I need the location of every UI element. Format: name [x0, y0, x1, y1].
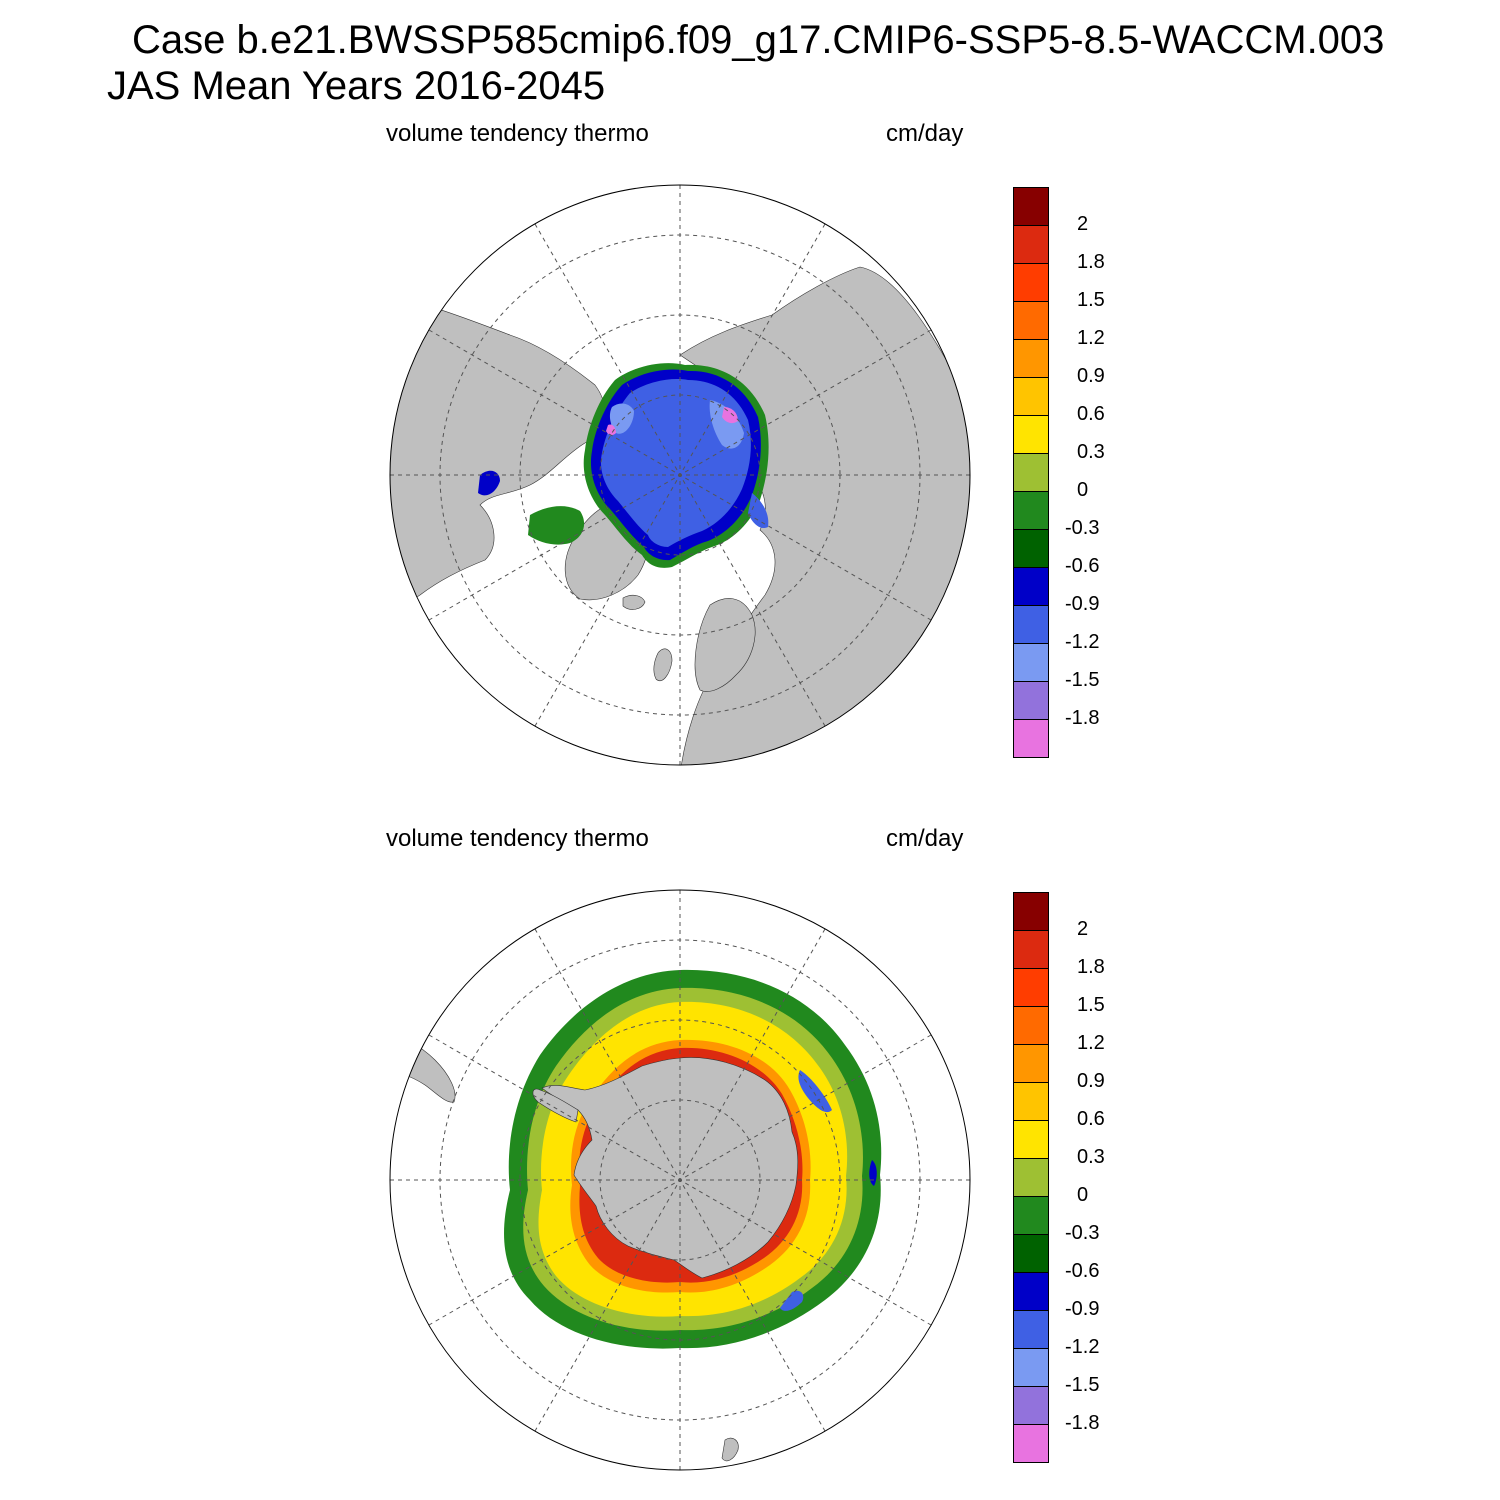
south-variable-label: volume tendency thermo [386, 825, 649, 852]
north-colorbar-swatch-0 [1013, 187, 1049, 226]
arctic-land [390, 266, 970, 765]
south-colorbar-tick-label: 2 [1077, 918, 1089, 940]
north-colorbar-tick-label: 1.8 [1077, 251, 1105, 273]
arctic-map-border [389, 184, 971, 766]
north-colorbar-swatch-2 [1013, 263, 1049, 302]
north-colorbar-swatch-10 [1013, 567, 1049, 606]
north-colorbar-swatch-6 [1013, 415, 1049, 454]
north-variable-label: volume tendency thermo [386, 120, 649, 147]
south-colorbar-swatch-13 [1013, 1386, 1049, 1425]
land-scandinavia [694, 598, 756, 692]
arctic-light-blue-patch [709, 400, 744, 449]
land-antarctica [541, 1057, 799, 1279]
north-colorbar-tick-label: -0.9 [1065, 593, 1100, 615]
antarctic-polar-map [389, 889, 971, 1471]
south-colorbar-tick-label: 0 [1077, 1184, 1089, 1206]
land-iceland [622, 594, 646, 610]
south-colorbar-swatch-0 [1013, 892, 1049, 931]
north-colorbar-tick-label: -1.2 [1065, 631, 1100, 653]
south-colorbar-swatch-9 [1013, 1234, 1049, 1273]
arctic-pink-spot [722, 407, 738, 424]
north-colorbar-swatch-9 [1013, 529, 1049, 568]
south-units-label: cm/day [886, 825, 964, 852]
south-colorbar-swatch-3 [1013, 1006, 1049, 1045]
north-colorbar-tick-label: -1.8 [1065, 707, 1100, 729]
land-antarctic-peninsula [532, 1088, 579, 1123]
south-colorbar-swatch-14 [1013, 1424, 1049, 1463]
hudson-ribbon-blue [478, 470, 500, 496]
south-colorbar-tick-label: 0.6 [1077, 1108, 1105, 1130]
blue-patch-south [780, 1290, 804, 1311]
north-colorbar-tick-label: -0.6 [1065, 555, 1100, 577]
north-units-label: cm/day [886, 120, 964, 147]
south-colorbar-tick-label: 0.9 [1077, 1070, 1105, 1092]
north-colorbar-swatch-13 [1013, 681, 1049, 720]
land-british-isles [653, 648, 673, 681]
south-colorbar-tick-label: -0.3 [1065, 1222, 1100, 1244]
south-colorbar-tick-label: 1.8 [1077, 956, 1105, 978]
north-colorbar-swatch-8 [1013, 491, 1049, 530]
north-colorbar-swatch-5 [1013, 377, 1049, 416]
north-colorbar-tick-label: -0.3 [1065, 517, 1100, 539]
north-colorbar-tick-label: -1.5 [1065, 669, 1100, 691]
south-colorbar-swatch-8 [1013, 1196, 1049, 1235]
south-colorbar-tick-label: 0.3 [1077, 1146, 1105, 1168]
south-colorbar-tick-label: 1.5 [1077, 994, 1105, 1016]
south-colorbar-swatch-5 [1013, 1082, 1049, 1121]
land-north-america [390, 294, 605, 621]
south-colorbar: 2 1.8 1.5 1.2 0.9 0.6 0.3 0 -0.3 -0.6 -0.9 -1.2 -1.5… [1013, 892, 1105, 1463]
north-colorbar-tick-label: 1.5 [1077, 289, 1105, 311]
north-colorbar-swatch-3 [1013, 301, 1049, 340]
south-colorbar-swatch-11 [1013, 1310, 1049, 1349]
blue-patch-east [798, 1070, 832, 1113]
south-colorbar-swatch-1 [1013, 930, 1049, 969]
arctic-light-blue-patch-2 [609, 403, 634, 434]
north-colorbar-tick-label: 0.6 [1077, 403, 1105, 425]
south-colorbar-swatch-12 [1013, 1348, 1049, 1387]
south-colorbar-tick-label: 1.2 [1077, 1032, 1105, 1054]
barents-ribbon-blue [748, 493, 769, 529]
south-colorbar-swatch-7 [1013, 1158, 1049, 1197]
south-colorbar-tick-label: -1.5 [1065, 1374, 1100, 1396]
baffin-ribbon-green [528, 506, 585, 545]
south-colorbar-swatch-6 [1013, 1120, 1049, 1159]
arctic-pink-spot-2 [606, 424, 616, 436]
north-colorbar-swatch-12 [1013, 643, 1049, 682]
north-colorbar-tick-label: 0.9 [1077, 365, 1105, 387]
north-colorbar-swatch-14 [1013, 719, 1049, 758]
north-colorbar-tick-label: 2 [1077, 213, 1089, 235]
north-colorbar-swatch-11 [1013, 605, 1049, 644]
land-new-zealand [721, 1437, 739, 1462]
antarctic-graticule [390, 890, 970, 1470]
figure-title-period: JAS Mean Years 2016-2045 [107, 64, 606, 108]
north-colorbar: 2 1.8 1.5 1.2 0.9 0.6 0.3 0 -0.3 -0.6 -0.9 -1.2 -1.5… [1013, 187, 1105, 758]
south-colorbar-tick-label: -0.9 [1065, 1298, 1100, 1320]
north-colorbar-tick-label: 0.3 [1077, 441, 1105, 463]
south-colorbar-swatch-4 [1013, 1044, 1049, 1083]
south-colorbar-tick-label: -1.8 [1065, 1412, 1100, 1434]
arctic-graticule [390, 185, 970, 765]
north-colorbar-swatch-4 [1013, 339, 1049, 378]
south-colorbar-tick-label: -0.6 [1065, 1260, 1100, 1282]
figure-title-case: Case b.e21.BWSSP585cmip6.f09_g17.CMIP6-S… [132, 18, 1385, 62]
north-colorbar-tick-label: 1.2 [1077, 327, 1105, 349]
south-colorbar-swatch-10 [1013, 1272, 1049, 1311]
antarctic-map-border [389, 889, 971, 1471]
arctic-tendency-field [478, 363, 769, 568]
south-colorbar-swatch-2 [1013, 968, 1049, 1007]
north-colorbar-swatch-7 [1013, 453, 1049, 492]
arctic-polar-map [389, 184, 971, 766]
north-colorbar-swatch-1 [1013, 225, 1049, 264]
south-colorbar-tick-label: -1.2 [1065, 1336, 1100, 1358]
north-colorbar-tick-label: 0 [1077, 479, 1089, 501]
